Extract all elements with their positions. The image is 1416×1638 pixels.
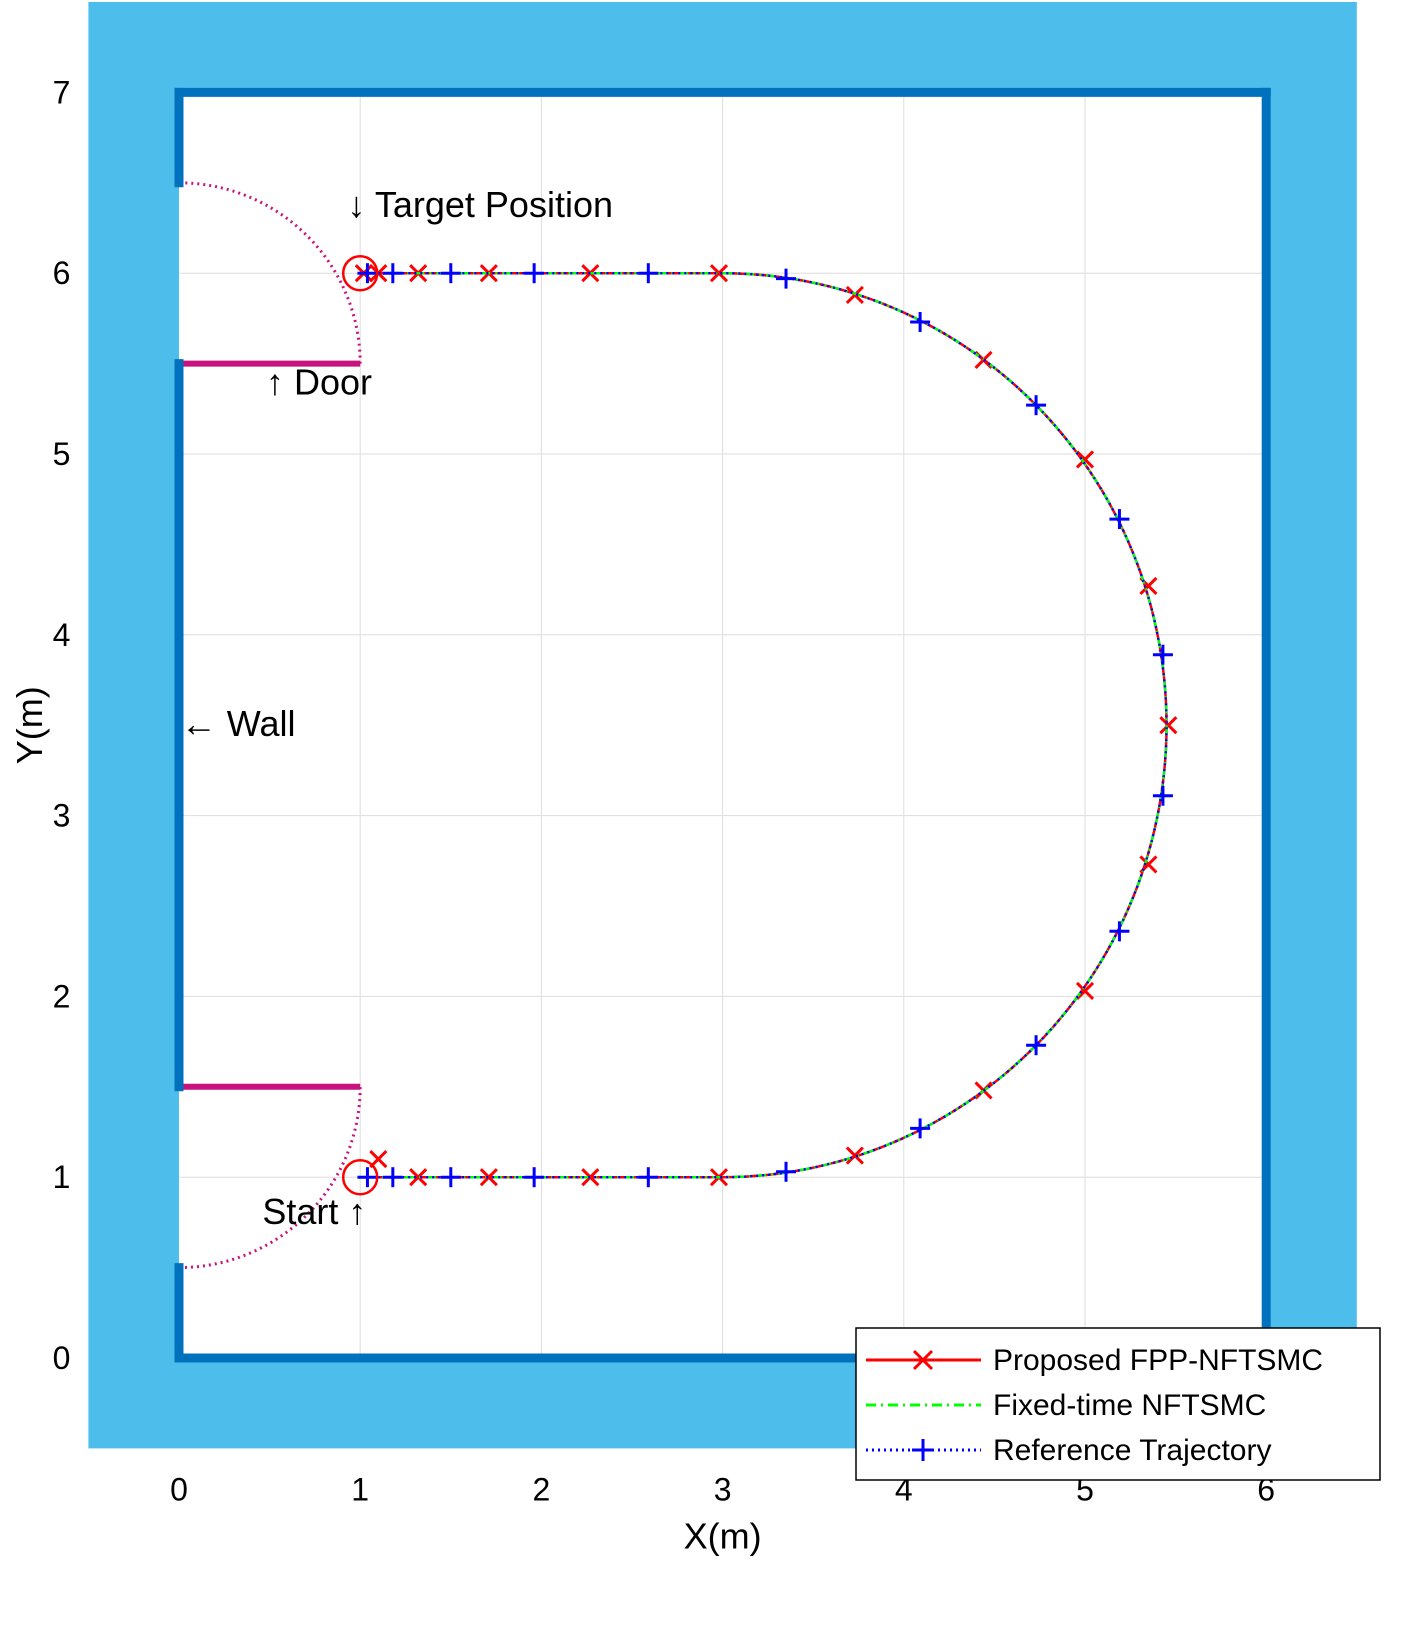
grid: [179, 92, 1267, 1358]
annotation-target: ↓ Target Position: [348, 184, 613, 225]
marker-x: [581, 1168, 600, 1187]
series-2: [357, 263, 1173, 1188]
target-circle: [341, 254, 379, 292]
y-tick-label: 2: [53, 978, 71, 1014]
y-tick-label: 0: [53, 1340, 71, 1376]
legend-label: Reference Trajectory: [993, 1434, 1271, 1467]
annotation-wall: ← Wall: [181, 703, 296, 744]
series: [354, 263, 1178, 1188]
marker-x: [912, 1349, 934, 1371]
marker-x: [479, 1168, 498, 1187]
marker-x: [845, 1146, 864, 1165]
legend-label: Proposed FPP-NFTSMC: [993, 1344, 1323, 1377]
marker-x: [709, 264, 729, 283]
start-target-circles: [341, 254, 379, 1196]
marker-x: [1075, 450, 1095, 469]
y-tick-label: 4: [53, 617, 71, 653]
x-tick-label: 1: [351, 1471, 369, 1507]
legend: Proposed FPP-NFTSMC Fixed-time NFTSMC Refe…: [855, 1327, 1381, 1481]
x-axis-label: X(m): [684, 1515, 762, 1556]
marker-x: [1159, 716, 1178, 735]
y-axis-label: Y(m): [9, 686, 50, 764]
y-tick-label: 6: [53, 255, 71, 291]
marker-x: [1139, 576, 1158, 596]
y-tick-label: 1: [53, 1159, 71, 1195]
annotation-door: ↑ Door: [266, 361, 372, 402]
x-tick-label: 2: [533, 1471, 551, 1507]
legend-label: Fixed-time NFTSMC: [993, 1389, 1266, 1422]
x-tick-label: 0: [170, 1471, 188, 1507]
start-circle: [341, 1158, 379, 1196]
annotation-start: Start ↑: [262, 1191, 366, 1232]
marker-x: [409, 1168, 428, 1187]
y-tick-label: 7: [53, 74, 71, 110]
marker-x: [1075, 981, 1095, 1001]
y-tick-label: 5: [53, 436, 71, 472]
series-line: [360, 271, 1168, 1179]
legend-entries: Proposed FPP-NFTSMC Fixed-time NFTSMC Refe…: [866, 1344, 1323, 1467]
y-tick-label: 3: [53, 798, 71, 834]
doors: [178, 181, 362, 1270]
x-tick-label: 3: [714, 1471, 732, 1507]
legend-box: [855, 1327, 1381, 1481]
